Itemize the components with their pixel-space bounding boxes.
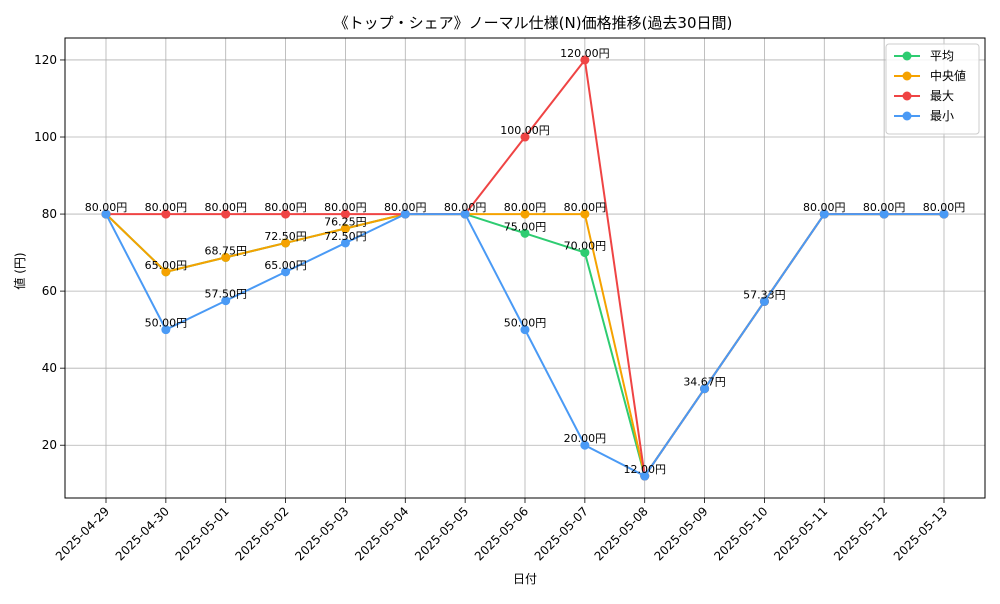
y-tick-label: 60	[42, 284, 57, 298]
data-point	[221, 296, 231, 306]
y-tick-label: 40	[42, 361, 57, 375]
x-tick-label: 2025-05-04	[352, 504, 411, 563]
legend-label: 最小	[930, 109, 954, 123]
data-label: 72.50円	[264, 230, 307, 243]
data-label: 80.00円	[564, 201, 607, 214]
data-label: 80.00円	[444, 201, 487, 214]
data-point	[340, 238, 350, 248]
data-point	[520, 209, 530, 219]
data-point	[281, 209, 291, 219]
data-point	[161, 325, 171, 335]
x-tick-label: 2025-05-03	[292, 504, 351, 563]
data-point	[281, 238, 291, 248]
chart-title: 《トップ・シェア》ノーマル仕様(N)価格推移(過去30日間)	[334, 14, 733, 32]
data-label: 72.50円	[324, 230, 367, 243]
x-tick-label: 2025-05-07	[532, 504, 591, 563]
data-point	[281, 267, 291, 277]
x-tick-label: 2025-05-02	[232, 504, 291, 563]
legend-swatch-marker	[902, 51, 912, 61]
data-point	[640, 471, 650, 481]
data-labels: 80.00円 80.00円 65.00円 50.00円 80.00円 68.75円 57.5…	[85, 47, 965, 476]
legend-label: 平均	[930, 49, 954, 63]
data-label: 70.00円	[564, 240, 607, 253]
data-label: 80.00円	[85, 201, 128, 214]
data-label: 80.00円	[145, 201, 188, 214]
x-tick-label: 2025-05-13	[891, 504, 950, 563]
data-label: 80.00円	[504, 201, 547, 214]
data-point	[221, 209, 231, 219]
data-point	[101, 209, 111, 219]
data-point	[819, 209, 829, 219]
grid	[65, 38, 985, 498]
data-point	[221, 252, 231, 262]
legend-swatch-marker	[902, 71, 912, 81]
x-tick-label: 2025-05-06	[472, 504, 531, 563]
data-label: 65.00円	[145, 259, 188, 272]
data-point	[759, 296, 769, 306]
legend-label: 中央値	[930, 68, 966, 83]
data-point	[520, 132, 530, 142]
data-point	[700, 384, 710, 394]
legend-label: 最大	[930, 89, 954, 103]
y-tick-label: 20	[42, 438, 57, 452]
data-point	[161, 209, 171, 219]
data-point	[520, 228, 530, 238]
data-label: 20.00円	[564, 432, 607, 445]
data-label: 80.00円	[204, 201, 247, 214]
data-point	[939, 209, 949, 219]
legend-box	[885, 43, 980, 135]
data-label: 80.00円	[923, 201, 966, 214]
data-point	[340, 209, 350, 219]
data-point	[580, 55, 590, 65]
x-tick-label: 2025-05-10	[711, 504, 770, 563]
data-label: 50.00円	[145, 317, 188, 330]
x-axis-label: 日付	[513, 572, 537, 586]
data-label: 12.00円	[623, 463, 666, 476]
x-tick-label: 2025-04-29	[53, 504, 112, 563]
y-tick-label: 80	[42, 207, 57, 221]
x-tick-label: 2025-05-09	[651, 504, 710, 563]
data-point	[460, 209, 470, 219]
data-label: 65.00円	[264, 259, 307, 272]
data-label: 75.00円	[504, 220, 547, 233]
x-tick-label: 2025-05-12	[831, 504, 890, 563]
x-tick-label: 2025-05-01	[173, 504, 232, 563]
data-label: 80.00円	[803, 201, 846, 214]
x-tick-label: 2025-04-30	[113, 504, 172, 563]
y-tick-label: 120	[34, 53, 57, 67]
data-point	[161, 267, 171, 277]
data-label: 34.67円	[683, 376, 726, 389]
legend-swatch-marker	[902, 111, 912, 121]
data-point	[879, 209, 889, 219]
y-tick-label: 100	[34, 130, 57, 144]
data-label: 57.33円	[743, 288, 786, 301]
data-label: 100.00円	[500, 124, 550, 137]
data-point	[580, 440, 590, 450]
x-tick-label: 2025-05-05	[412, 504, 471, 563]
data-label: 120.00円	[560, 47, 610, 60]
data-label: 50.00円	[504, 317, 547, 330]
data-point	[580, 248, 590, 258]
data-point	[400, 209, 410, 219]
data-label: 80.00円	[384, 201, 427, 214]
data-label: 57.50円	[204, 288, 247, 301]
data-point	[340, 224, 350, 234]
plot-frame	[64, 37, 986, 499]
data-label: 80.00円	[264, 201, 307, 214]
data-label: 80.00円	[324, 201, 367, 214]
x-tick-label: 2025-05-08	[592, 504, 651, 563]
data-label: 80.00円	[863, 201, 906, 214]
y-axis-label: 値 (円)	[12, 252, 27, 289]
data-point	[580, 209, 590, 219]
series-lines	[101, 55, 949, 481]
data-label: 68.75円	[204, 244, 247, 257]
data-label: 76.25円	[324, 216, 367, 229]
legend-swatch-marker	[902, 91, 912, 101]
x-tick-label: 2025-05-11	[771, 504, 830, 563]
data-point	[520, 325, 530, 335]
